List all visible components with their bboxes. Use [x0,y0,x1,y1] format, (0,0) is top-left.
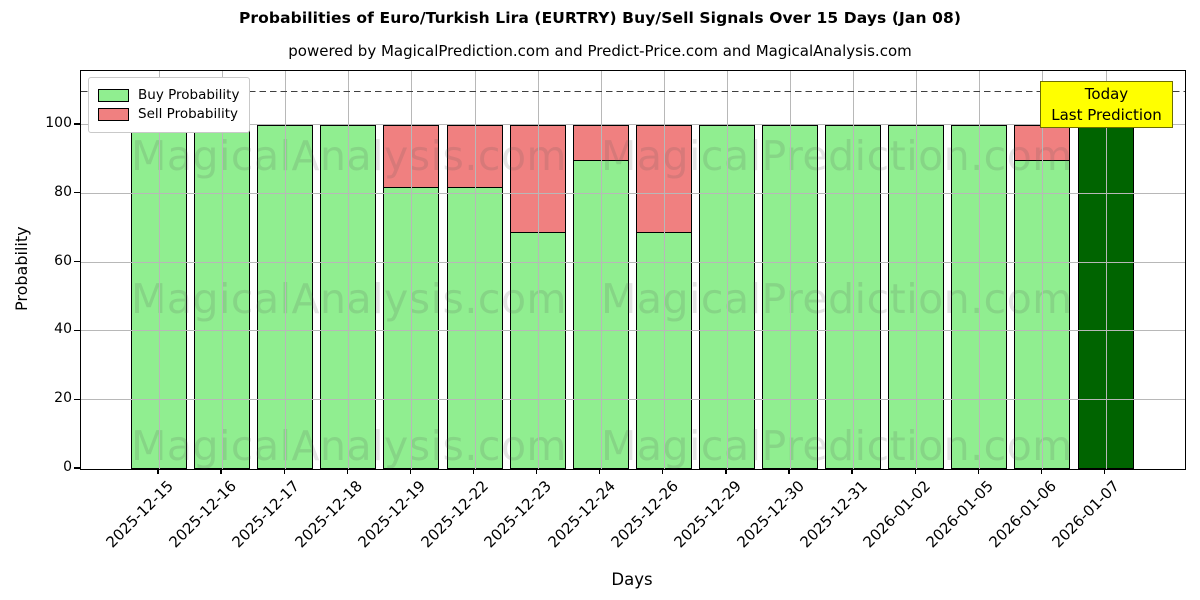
legend-item-buy: Buy Probability [98,87,239,103]
plot-area: Buy Probability Sell Probability Magical… [80,70,1186,470]
watermark: MagicalPrediction.com [601,422,1073,470]
x-tick-label-2025-12-17: 2025-12-17 [228,477,303,552]
x-tick-mark [346,469,348,474]
y-tick-mark [74,398,80,400]
annotation-line2: Last Prediction [1051,106,1162,124]
x-tick-mark [472,469,475,474]
watermark: MagicalPrediction.com [601,275,1073,323]
x-tick-label-2026-01-07: 2026-01-07 [1048,477,1124,552]
y-tick-mark [74,467,80,469]
gridline-horizontal [81,192,1185,194]
x-tick-mark [914,469,916,474]
chart-title: Probabilities of Euro/Turkish Lira (EURT… [238,9,962,27]
legend-label-sell: Sell Probability [138,106,239,122]
y-tick-mark [74,260,80,263]
x-tick-mark [662,469,664,474]
gridline-vertical [222,71,224,469]
x-tick-label-2026-01-02: 2026-01-02 [859,477,934,552]
watermark: MagicalPrediction.com [601,132,1073,180]
gridline-vertical [1105,71,1107,469]
y-tick-label: 80 [54,183,72,200]
x-tick-label-2026-01-05: 2026-01-05 [922,477,998,552]
x-tick-mark [409,469,412,474]
legend: Buy Probability Sell Probability [88,77,251,133]
gridline-vertical [663,71,665,469]
legend-item-sell: Sell Probability [98,106,239,122]
gridline-horizontal [81,330,1185,332]
x-tick-label-2025-12-18: 2025-12-18 [291,477,367,552]
x-tick-mark [851,469,853,474]
gridline-vertical [159,71,160,469]
y-tick-label: 100 [45,115,72,131]
y-tick-label: 40 [54,321,72,338]
gridline-vertical [600,71,602,469]
gridline-vertical [1042,71,1044,469]
x-tick-label-2026-01-06: 2026-01-06 [985,477,1061,552]
y-tick-label: 0 [63,459,72,475]
x-tick-mark [157,469,159,474]
annotation-line1: Today [1084,85,1129,103]
x-tick-mark [977,469,979,474]
x-tick-label-2025-12-29: 2025-12-29 [670,477,745,552]
x-tick-mark [725,469,727,474]
gridline-vertical [537,71,539,469]
dashed-threshold-line [81,90,1185,93]
y-tick-label: 20 [54,390,72,407]
gridline-vertical [853,71,855,469]
gridline-vertical [916,71,918,469]
y-tick-mark [74,192,80,194]
x-tick-label-2025-12-15: 2025-12-15 [102,477,177,552]
y-tick-mark [74,329,80,332]
buy-swatch-icon [98,88,129,102]
x-tick-mark [1040,469,1043,474]
x-tick-mark [283,469,285,474]
gridline-vertical [348,71,350,469]
gridline-horizontal [81,399,1185,401]
legend-label-buy: Buy Probability [138,87,240,103]
x-tick-mark [220,469,222,474]
gridline-vertical [474,71,476,469]
gridline-horizontal [81,124,1185,125]
x-tick-label-2025-12-23: 2025-12-23 [480,477,556,552]
today-annotation: Today Last Prediction [1040,81,1173,128]
gridline-horizontal [81,261,1185,263]
chart-subtitle: powered by MagicalPrediction.com and Pre… [288,42,912,60]
x-tick-mark [535,469,538,474]
x-tick-label-2025-12-19: 2025-12-19 [354,477,430,552]
y-tick-mark [74,123,80,125]
sell-swatch-icon [98,107,129,121]
gridline-vertical [285,71,287,469]
gridline-vertical [979,71,981,469]
gridline-vertical [411,71,413,469]
x-tick-label-2025-12-22: 2025-12-22 [417,477,493,552]
y-tick-label: 60 [54,252,72,269]
x-tick-label-2025-12-16: 2025-12-16 [165,477,240,552]
x-tick-mark [788,469,790,474]
x-tick-label-2025-12-24: 2025-12-24 [544,477,619,552]
x-tick-mark [1103,469,1106,474]
x-axis-label: Days [611,570,653,589]
gridline-vertical [726,71,728,469]
x-tick-label-2025-12-31: 2025-12-31 [796,477,871,552]
x-tick-mark [599,469,601,474]
gridline-vertical [790,71,791,469]
x-tick-label-2025-12-30: 2025-12-30 [733,477,808,552]
